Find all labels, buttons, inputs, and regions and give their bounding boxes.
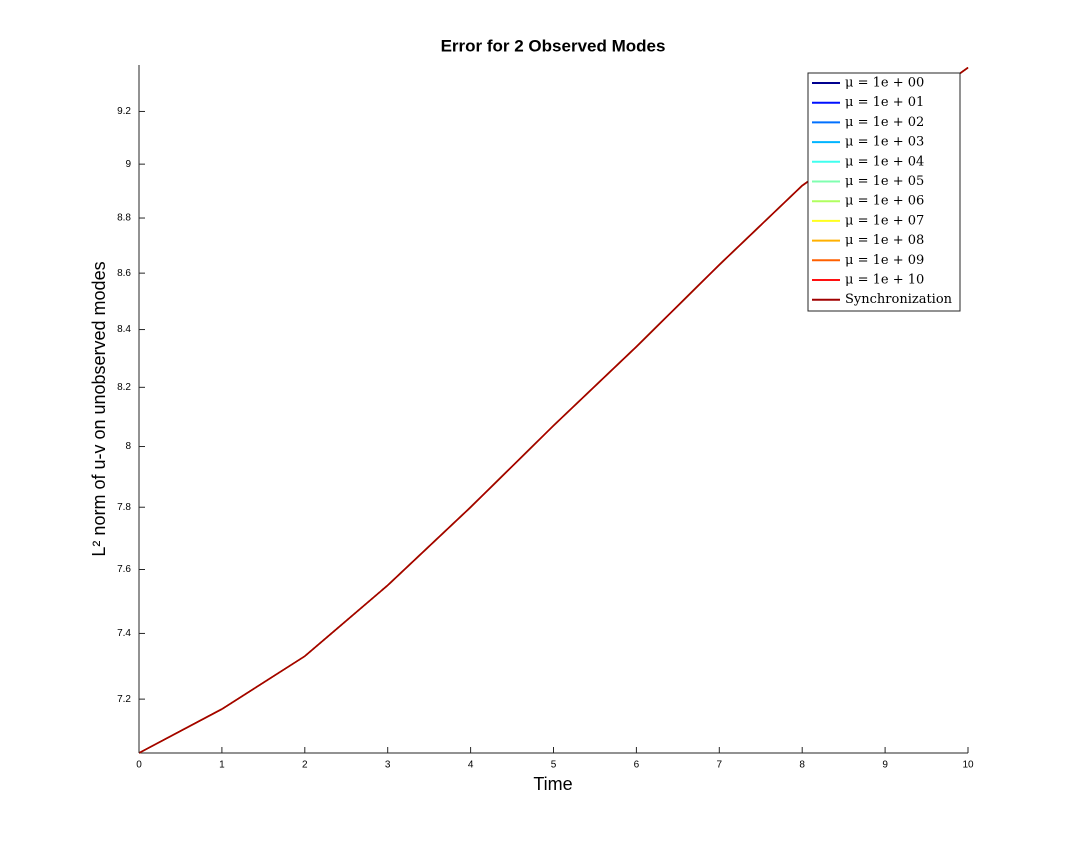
y-tick-label: 7.6 xyxy=(117,564,131,575)
legend-label: μ = 1e + 04 xyxy=(845,154,924,169)
x-tick-label: 9 xyxy=(882,760,888,771)
x-tick-label: 7 xyxy=(717,760,723,771)
x-tick-label: 2 xyxy=(302,760,308,771)
y-tick-label: 8.4 xyxy=(117,324,131,335)
y-tick-label: 8 xyxy=(125,441,131,452)
legend-label: μ = 1e + 08 xyxy=(845,233,924,248)
legend xyxy=(807,72,961,312)
legend-label: μ = 1e + 00 xyxy=(845,76,924,91)
x-tick-label: 6 xyxy=(634,760,640,771)
x-tick-label: 1 xyxy=(219,760,225,771)
x-tick-label: 0 xyxy=(136,760,142,771)
legend-entries: μ = 1e + 00 μ = 1e + 01 μ = 1e + 02 μ = 1e … xyxy=(812,76,953,307)
chart-title: Error for 2 Observed Modes xyxy=(441,36,666,55)
x-tick-label: 8 xyxy=(799,760,805,771)
y-axis-label: L² norm of u-v on unobserved modes xyxy=(89,261,109,556)
legend-label: μ = 1e + 03 xyxy=(845,135,924,150)
y-tick-label: 8.2 xyxy=(117,382,131,393)
legend-label: μ = 1e + 02 xyxy=(845,115,924,130)
y-tick-label: 9 xyxy=(125,159,131,170)
x-tick-label: 4 xyxy=(468,760,474,771)
y-tick-label: 9.2 xyxy=(117,106,131,117)
y-tick-label: 8.6 xyxy=(117,268,131,279)
legend-label: μ = 1e + 01 xyxy=(845,95,924,110)
x-tick-label: 5 xyxy=(551,760,557,771)
y-tick-label: 8.8 xyxy=(117,213,131,224)
legend-label: Synchronization xyxy=(845,292,953,307)
legend-label: μ = 1e + 10 xyxy=(845,273,924,288)
legend-label: μ = 1e + 06 xyxy=(845,194,924,209)
y-tick-label: 7.4 xyxy=(117,628,131,639)
legend-label: μ = 1e + 05 xyxy=(845,174,924,189)
x-tick-label: 3 xyxy=(385,760,391,771)
x-tick-label: 10 xyxy=(962,760,974,771)
legend-label: μ = 1e + 07 xyxy=(845,213,924,228)
y-tick-label: 7.8 xyxy=(117,502,131,513)
legend-label: μ = 1e + 09 xyxy=(845,253,924,268)
x-axis-label: Time xyxy=(533,774,572,794)
y-tick-label: 7.2 xyxy=(117,694,131,705)
